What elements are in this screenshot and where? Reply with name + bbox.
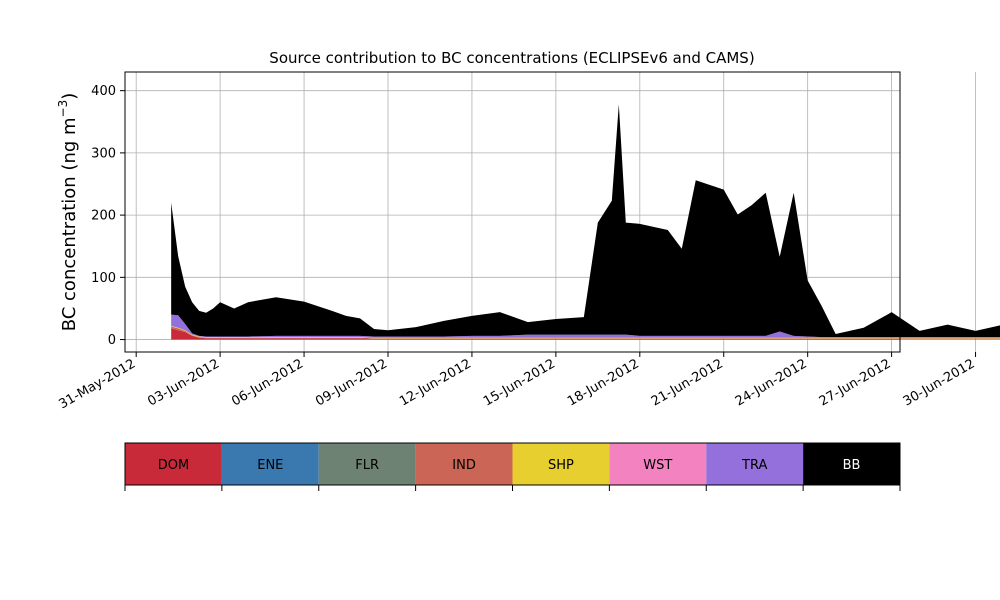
y-axis: 0 100 200 300 400 — [91, 84, 125, 348]
x-tick-label: 30-Jun-2012 — [901, 356, 978, 409]
y-tick-label: 100 — [91, 271, 116, 286]
x-tick-label: 09-Jun-2012 — [313, 356, 390, 409]
legend-swatch-ind — [415, 443, 513, 485]
x-tick-label: 21-Jun-2012 — [649, 356, 726, 409]
legend-swatch-tra — [706, 443, 804, 485]
legend-label-dom: DOM — [158, 458, 189, 473]
legend-swatch-shp — [512, 443, 610, 485]
legend-label-tra: TRA — [741, 458, 767, 473]
y-tick-label: 400 — [91, 84, 116, 99]
legend-swatch-bb — [803, 443, 900, 485]
y-axis-label: BC concentration (ng m−3) — [56, 93, 80, 332]
legend-label-ind: IND — [452, 458, 476, 473]
x-tick-label: 12-Jun-2012 — [397, 356, 474, 409]
y-tick-label: 0 — [108, 333, 116, 348]
x-tick-label: 03-Jun-2012 — [145, 356, 222, 409]
legend-swatch-flr — [318, 443, 416, 485]
legend-colorbar: DOM ENE FLR IND SHP WST TRA BB — [124, 442, 901, 491]
legend-label-bb: BB — [843, 458, 861, 473]
x-tick-label: 06-Jun-2012 — [229, 356, 306, 409]
legend-swatch-wst — [609, 443, 707, 485]
x-tick-label: 27-Jun-2012 — [817, 356, 894, 409]
x-tick-label: 24-Jun-2012 — [733, 356, 810, 409]
legend-label-flr: FLR — [355, 458, 379, 473]
y-axis-label-close: ) — [59, 93, 80, 100]
y-axis-label-exponent: −3 — [56, 100, 70, 118]
legend-label-wst: WST — [643, 458, 672, 473]
x-tick-label: 18-Jun-2012 — [565, 356, 642, 409]
x-tick-label: 31-May-2012 — [57, 356, 139, 412]
legend-label-shp: SHP — [548, 458, 574, 473]
y-axis-label-main: BC concentration (ng m — [59, 117, 80, 331]
legend-swatch-dom — [125, 443, 222, 485]
x-axis: 31-May-2012 03-Jun-2012 06-Jun-2012 09-Jun-… — [57, 352, 978, 412]
area-dom — [171, 328, 1000, 340]
legend-swatch-ene — [221, 443, 319, 485]
x-tick-label: 15-Jun-2012 — [481, 356, 558, 409]
plot-frame — [124, 71, 901, 353]
y-tick-label: 200 — [91, 209, 116, 224]
y-tick-label: 300 — [91, 146, 116, 161]
area-bb — [171, 104, 1000, 338]
legend-label-ene: ENE — [257, 458, 283, 473]
stacked-areas — [171, 104, 1000, 340]
chart-title: Source contribution to BC concentrations… — [269, 49, 754, 67]
